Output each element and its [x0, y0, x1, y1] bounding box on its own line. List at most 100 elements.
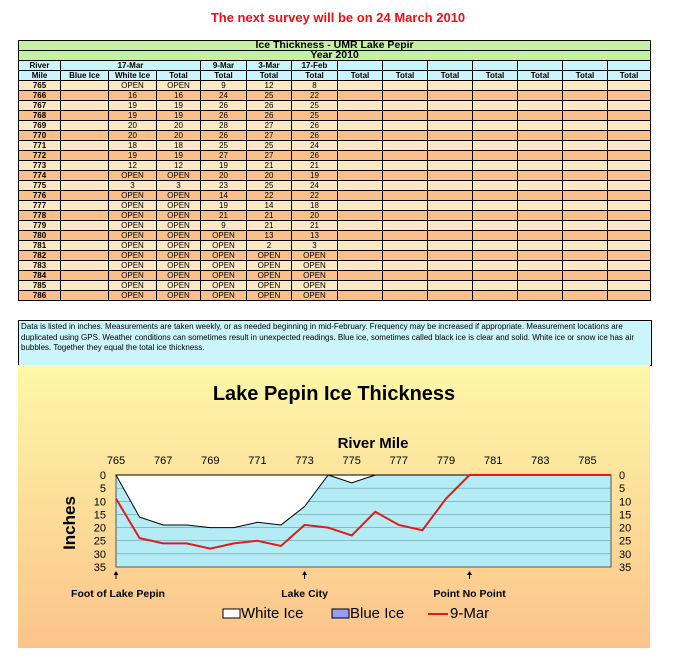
table-row: 768 19 19 26 26 25 — [18, 110, 652, 121]
header-total: Total — [606, 70, 652, 81]
table-cell-t3: 25 — [246, 140, 292, 151]
table-cell-empty — [382, 180, 428, 191]
table-cell-t17: OPEN — [156, 210, 201, 221]
table-cell-empty — [337, 200, 383, 211]
table-cell-empty — [427, 80, 473, 91]
table-cell-t17: 3 — [156, 180, 201, 191]
table-cell-mile: 777 — [18, 200, 61, 211]
table-cell-mile: 772 — [18, 150, 61, 161]
table-cell-blue — [60, 210, 109, 221]
table-cell-t3: OPEN — [246, 290, 292, 301]
survey-notice: The next survey will be on 24 March 2010 — [210, 10, 466, 25]
table-cell-empty — [472, 150, 518, 161]
table-cell-t17f: 19 — [291, 170, 338, 181]
table-cell-empty — [562, 260, 608, 271]
table-cell-t3: 27 — [246, 130, 292, 141]
x-tick-label: 773 — [295, 455, 313, 467]
table-cell-white: 19 — [108, 110, 157, 121]
table-cell-empty — [517, 140, 563, 151]
table-cell-mile: 776 — [18, 190, 61, 201]
table-cell-t9: OPEN — [200, 290, 247, 301]
table-cell-t17: OPEN — [156, 170, 201, 181]
table-cell-empty — [517, 180, 563, 191]
table-cell-empty — [517, 190, 563, 201]
table-cell-mile: 773 — [18, 160, 61, 171]
y-tick-label-right: 0 — [619, 470, 625, 482]
table-cell-empty — [472, 250, 518, 261]
table-cell-t17f: 22 — [291, 90, 338, 101]
table-cell-empty — [427, 160, 473, 171]
x-tick-label: 765 — [107, 455, 125, 467]
table-cell-empty — [562, 290, 608, 301]
table-cell-empty — [606, 200, 652, 211]
table-cell-empty — [427, 170, 473, 181]
table-cell-empty — [382, 260, 428, 271]
table-cell-t3: 27 — [246, 120, 292, 131]
table-cell-t3: 21 — [246, 210, 292, 221]
table-cell-empty — [562, 110, 608, 121]
x-tick-label: 769 — [201, 455, 219, 467]
legend-label-blue-ice: Blue Ice — [350, 605, 404, 622]
ice-thickness-table-container: Ice Thickness - UMR Lake Pepir Year 2010… — [17, 40, 652, 301]
table-cell-t17f: 21 — [291, 220, 338, 231]
table-cell-t17f: 26 — [291, 120, 338, 131]
table-cell-blue — [60, 260, 109, 271]
table-row: 766 16 16 24 25 22 — [18, 90, 652, 101]
header-blue-ice: Blue Ice — [60, 70, 109, 81]
table-cell-blue — [60, 120, 109, 131]
table-cell-t3: 25 — [246, 180, 292, 191]
table-cell-white: OPEN — [108, 190, 157, 201]
table-cell-empty — [427, 220, 473, 231]
table-cell-blue — [60, 250, 109, 261]
ice-thickness-table: Ice Thickness - UMR Lake Pepir Year 2010… — [17, 40, 652, 301]
table-cell-t17: OPEN — [156, 230, 201, 241]
table-cell-t17f: 8 — [291, 80, 338, 91]
table-cell-t9: 26 — [200, 130, 247, 141]
legend-swatch-blue-ice — [331, 608, 350, 619]
table-cell-mile: 769 — [18, 120, 61, 131]
table-row: 773 12 12 19 21 21 — [18, 160, 652, 171]
table-cell-empty — [472, 100, 518, 111]
table-cell-empty — [562, 150, 608, 161]
table-cell-empty — [472, 190, 518, 201]
table-cell-mile: 779 — [18, 220, 61, 231]
table-cell-empty — [606, 90, 652, 101]
header-total: Total — [200, 70, 247, 81]
table-row: 771 18 18 25 25 24 — [18, 140, 652, 151]
table-cell-empty — [337, 90, 383, 101]
header-total: Total — [562, 70, 608, 81]
table-cell-empty — [562, 80, 608, 91]
table-cell-t3: 20 — [246, 170, 292, 181]
table-cell-empty — [427, 280, 473, 291]
table-cell-t9: OPEN — [200, 250, 247, 261]
table-cell-mile: 768 — [18, 110, 61, 121]
table-cell-empty — [517, 270, 563, 281]
header-9mar: 9-Mar — [200, 60, 247, 71]
table-cell-mile: 771 — [18, 140, 61, 151]
table-cell-mile: 765 — [18, 80, 61, 91]
y-tick-label-left: 15 — [94, 509, 106, 521]
chart-svg: Lake Pepin Ice Thickness River Mile Inch… — [18, 365, 650, 648]
annotation-label: Point No Point — [433, 588, 506, 600]
table-cell-empty — [382, 250, 428, 261]
table-row: 778 OPEN OPEN 21 21 20 — [18, 210, 652, 221]
table-cell-mile: 781 — [18, 240, 61, 251]
table-cell-t17: OPEN — [156, 200, 201, 211]
table-cell-empty — [337, 230, 383, 241]
table-cell-empty — [337, 260, 383, 271]
header-total: Total — [427, 70, 473, 81]
table-cell-blue — [60, 170, 109, 181]
table-cell-mile: 770 — [18, 130, 61, 141]
y-tick-label-right: 15 — [619, 509, 631, 521]
header-river: River — [18, 60, 61, 71]
table-cell-empty — [472, 240, 518, 251]
table-cell-empty — [382, 210, 428, 221]
table-cell-t3: 2 — [246, 240, 292, 251]
table-cell-t3: OPEN — [246, 260, 292, 271]
table-cell-empty — [382, 280, 428, 291]
y-tick-label-left: 0 — [100, 470, 106, 482]
table-cell-empty — [606, 150, 652, 161]
table-cell-t9: 27 — [200, 150, 247, 161]
table-cell-empty — [427, 200, 473, 211]
x-tick-label: 775 — [343, 455, 361, 467]
